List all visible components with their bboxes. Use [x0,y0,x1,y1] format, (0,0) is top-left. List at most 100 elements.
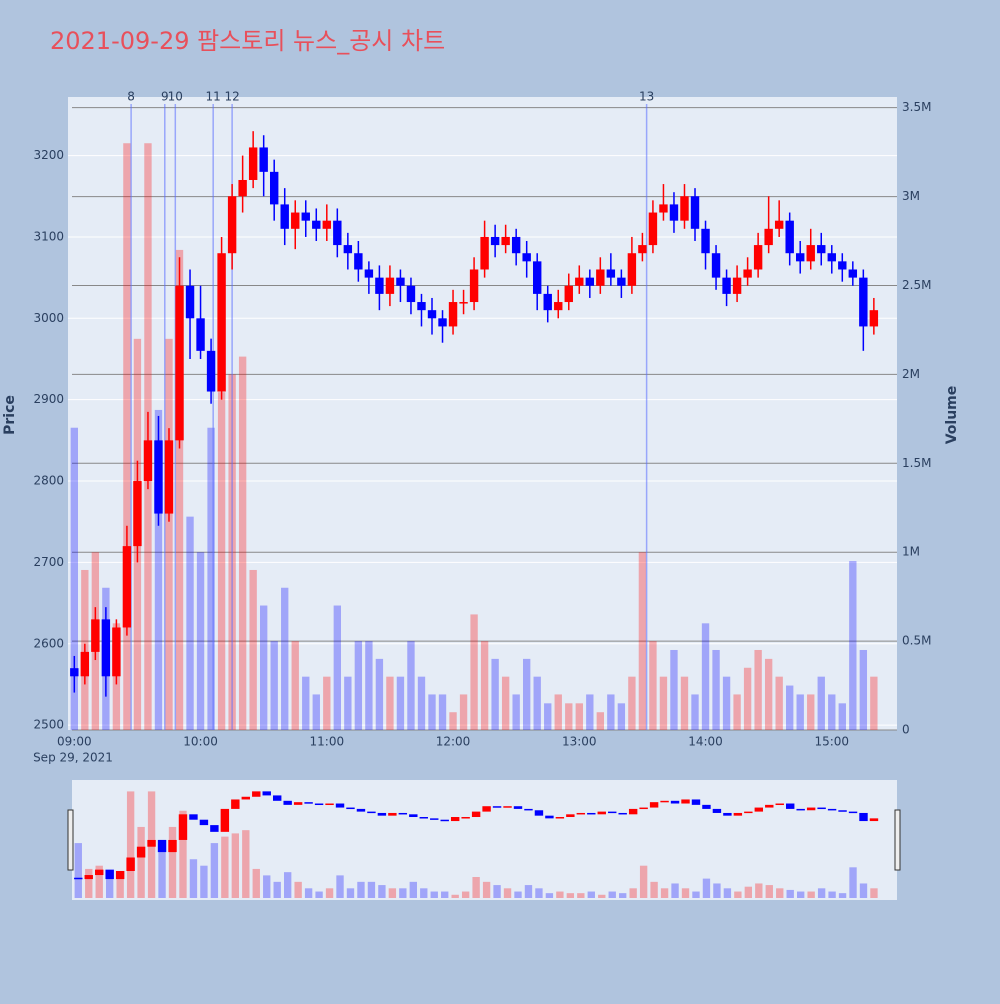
candle-body [585,277,595,286]
mini-candle-body [492,806,502,808]
y2-tick-label: 1M [902,545,920,559]
mini-candle-body [555,817,565,819]
mini-candle-body [430,818,439,820]
mini-volume-bar [74,843,82,898]
x-tick-label: 14:00 [688,735,723,749]
mini-volume-bar [859,883,868,898]
x-tick-label: 09:00 [57,735,92,749]
candle-body [690,196,700,229]
volume-bar [533,676,541,730]
mini-volume-bar [210,843,219,898]
volume-bar [838,703,846,730]
mini-candle-body [157,839,167,853]
annotation-label: 11 [206,90,221,104]
chart-title: 2021-09-29 팜스토리 뉴스_공시 차트 [50,27,445,55]
mini-candle-body [576,812,586,815]
volume-bar [670,649,678,730]
x-tick-label: 13:00 [562,735,597,749]
volume-bar [743,667,752,730]
y-tick-label: 2600 [33,636,64,650]
volume-bar [291,641,299,730]
mini-candle-body [513,806,523,809]
x-tick-label: 10:00 [183,735,218,749]
mini-candle-body [597,811,606,815]
candle-body [417,302,426,311]
volume-bar [501,676,510,730]
volume-bar [659,676,668,730]
range-slider[interactable] [72,780,897,900]
volume-bar [754,649,762,730]
volume-bar [859,649,868,730]
volume-bar [312,694,320,730]
candle-body [817,245,826,254]
mini-volume-bar [702,878,711,898]
volume-bar [354,641,363,730]
mini-candle-body [618,812,627,815]
mini-candle-body [471,811,481,818]
mini-volume-bar [524,885,533,898]
candle-body [91,619,100,652]
range-handle[interactable] [67,809,74,871]
x-tick-label: 11:00 [310,735,345,749]
mini-volume-bar [294,881,302,898]
mini-candle-body [367,811,376,814]
mini-volume-bar [692,891,700,898]
mini-volume-bar [713,883,721,898]
mini-volume-bar [828,891,836,898]
mini-volume-bar [441,891,449,898]
y-tick-label: 2500 [33,718,64,732]
mini-candle-body [649,802,659,808]
annotation-label: 8 [127,90,135,104]
volume-bar [480,641,489,730]
volume-bar [712,649,720,730]
volume-bar [207,427,215,730]
mini-volume-bar [598,894,606,898]
mini-volume-bar [786,889,794,898]
mini-volume-bar [273,881,281,898]
mini-volume-bar [807,891,815,898]
volume-bar [491,658,499,730]
y-tick-label: 2900 [33,392,64,406]
mini-candle-body [325,803,334,806]
volume-bar [828,694,836,730]
mini-volume-bar [671,883,679,898]
candle-body [838,261,847,270]
candle-body [438,318,447,327]
mini-candle-body [398,812,408,815]
y2-axis-title: Volume [944,386,960,445]
candle-body [206,350,216,392]
mini-volume-bar [608,891,616,898]
candle-body [869,310,879,327]
plot-area [68,97,897,730]
volume-bar [786,685,794,730]
range-handle[interactable] [894,809,901,871]
candle-body [596,269,605,286]
mini-candle-body [168,839,177,853]
y-axis-title: Price [2,395,18,435]
mini-candle-body [419,817,428,819]
mini-candle-body [147,839,156,847]
volume-bar [649,641,657,730]
mini-volume-bar [189,859,198,898]
mini-candle-body [566,814,575,818]
candle-body [564,285,573,303]
candle-body [385,277,395,294]
candle-body [848,269,858,278]
candle-body [806,245,815,262]
candle-body [701,228,710,254]
volume-bar [775,676,783,730]
mini-candle-body [744,811,753,814]
candle-body [617,277,626,286]
mini-candle-body [775,803,784,806]
mini-volume-bar [556,891,564,898]
mini-volume-bar [430,891,438,898]
mini-volume-bar [566,893,575,898]
mini-volume-bar [231,833,240,898]
mini-candle-body [660,800,669,803]
mini-volume-bar [493,885,501,898]
x-tick-label: 12:00 [436,735,471,749]
y2-tick-label: 0 [902,723,910,737]
mini-candle-body [827,808,837,811]
volume-bar [70,427,78,730]
volume-bar [701,623,710,730]
